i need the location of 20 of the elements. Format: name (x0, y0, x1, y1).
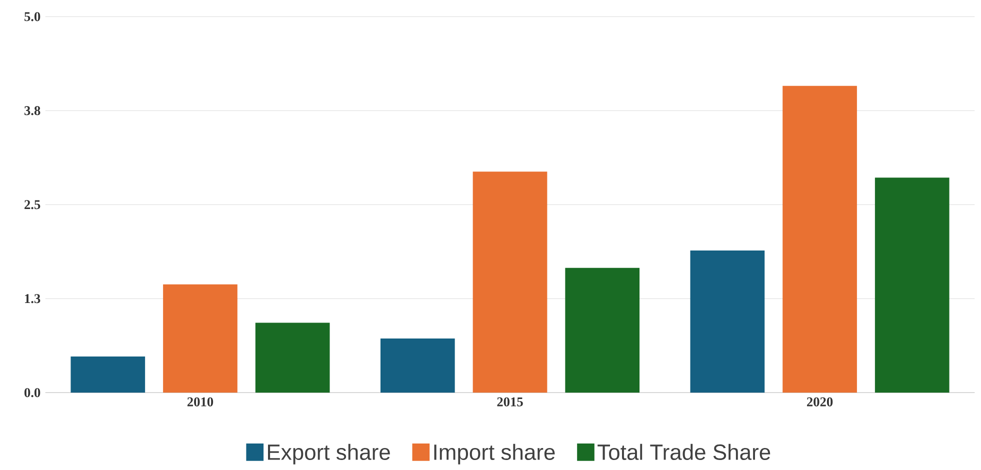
y-tick-label: 3.8 (24, 106, 40, 116)
bar (782, 86, 857, 393)
bar (472, 172, 548, 393)
legend-label: Export share (268, 444, 390, 464)
bar (255, 322, 330, 393)
bar (70, 356, 146, 393)
x-tick-label: 2015 (497, 397, 523, 406)
bar (874, 178, 950, 393)
legend-label: Import share (434, 444, 555, 464)
bar (380, 338, 455, 393)
bar (690, 250, 765, 393)
y-tick-label: 1.3 (25, 294, 40, 304)
x-tick-label: 2010 (187, 397, 214, 406)
y-tick-label: 2.5 (24, 200, 40, 210)
y-tick-label: 5.0 (24, 12, 40, 22)
y-tick-label: 0.0 (24, 388, 40, 398)
bar (163, 284, 238, 393)
legend-label: Total Trade Share (598, 444, 770, 460)
x-tick-label: 2020 (807, 397, 833, 406)
bar (565, 268, 640, 393)
